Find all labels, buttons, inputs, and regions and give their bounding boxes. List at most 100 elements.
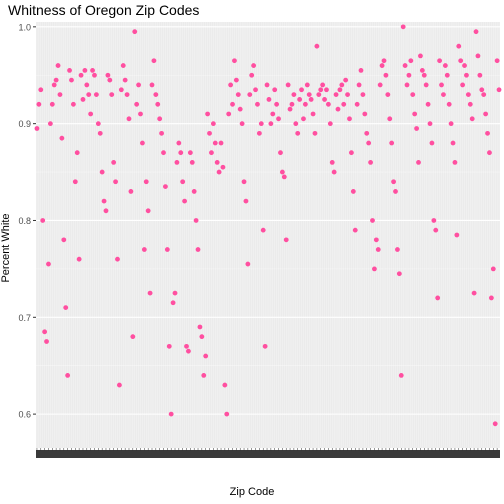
data-point <box>159 130 164 136</box>
data-point <box>324 87 329 93</box>
data-point <box>310 111 316 117</box>
data-point <box>473 29 479 35</box>
data-point <box>40 218 46 223</box>
data-point <box>276 116 281 122</box>
data-point <box>490 266 496 272</box>
data-point <box>450 140 456 146</box>
data-point <box>414 126 419 131</box>
data-point <box>427 121 433 127</box>
data-point <box>439 82 444 88</box>
data-point <box>253 87 258 93</box>
data-point <box>358 68 364 73</box>
data-point <box>372 266 377 272</box>
data-point <box>316 92 322 98</box>
data-point <box>82 68 88 73</box>
data-point <box>464 72 469 78</box>
data-point <box>147 290 153 296</box>
data-point <box>283 237 289 243</box>
data-point <box>337 87 343 93</box>
data-point <box>57 92 63 98</box>
data-point <box>304 82 310 88</box>
data-point <box>178 150 184 156</box>
data-point <box>421 72 427 78</box>
data-point <box>86 92 92 98</box>
data-point <box>483 111 489 117</box>
data-point <box>199 334 205 340</box>
data-point <box>383 72 389 78</box>
data-point <box>425 101 431 107</box>
data-point <box>149 82 155 88</box>
data-point <box>72 179 78 185</box>
data-point <box>118 87 124 93</box>
data-point <box>360 92 366 98</box>
data-point <box>186 348 191 354</box>
data-point <box>266 97 272 102</box>
data-point <box>136 82 141 88</box>
data-point <box>446 101 452 107</box>
data-point <box>187 150 193 156</box>
data-point <box>197 324 203 330</box>
data-point <box>279 169 285 175</box>
data-point <box>113 179 118 185</box>
data-point <box>65 372 71 378</box>
data-point <box>396 271 402 277</box>
data-point <box>408 58 414 64</box>
y-axis-label: Percent White <box>0 213 12 283</box>
data-point <box>34 126 40 131</box>
data-point <box>456 43 462 49</box>
data-point <box>460 82 466 88</box>
data-point <box>201 372 207 378</box>
data-point <box>306 92 312 98</box>
data-point <box>180 179 186 185</box>
data-point <box>293 121 299 127</box>
y-tick-label: 1.0 <box>18 22 31 32</box>
data-point <box>92 72 97 78</box>
data-point <box>364 130 370 136</box>
data-point <box>366 140 372 146</box>
data-point <box>184 343 189 349</box>
data-point <box>349 150 354 156</box>
data-point <box>368 159 373 165</box>
y-tick-label: 0.9 <box>18 119 31 129</box>
data-point <box>74 150 80 156</box>
data-point <box>325 101 331 107</box>
data-point <box>350 189 356 194</box>
data-point <box>38 87 44 93</box>
data-point <box>435 295 441 301</box>
data-point <box>335 106 341 112</box>
data-point <box>301 116 306 122</box>
data-point <box>117 382 122 388</box>
data-point <box>239 121 245 127</box>
data-point <box>256 130 262 136</box>
data-point <box>109 92 115 98</box>
data-point <box>42 329 48 335</box>
data-point <box>243 198 249 204</box>
data-point <box>302 101 308 107</box>
data-point <box>419 68 425 73</box>
data-point <box>347 116 352 122</box>
data-point <box>412 111 418 117</box>
chart-title: Whitness of Oregon Zip Codes <box>8 2 200 18</box>
data-point <box>251 63 257 68</box>
data-point <box>362 111 368 117</box>
data-point <box>395 247 400 252</box>
data-point <box>331 169 337 175</box>
data-point <box>354 101 360 107</box>
data-point <box>107 77 113 83</box>
data-point <box>80 97 86 102</box>
data-point <box>314 43 320 49</box>
data-point <box>423 82 429 88</box>
data-point <box>431 218 437 223</box>
data-point <box>249 72 255 78</box>
data-point <box>46 261 51 267</box>
data-point <box>469 116 475 122</box>
data-point <box>373 237 379 243</box>
data-point <box>329 159 335 165</box>
data-point <box>287 106 293 112</box>
data-point <box>157 116 163 122</box>
data-point <box>452 159 458 165</box>
data-point <box>61 237 67 243</box>
data-point <box>90 68 95 73</box>
data-point <box>207 130 212 136</box>
